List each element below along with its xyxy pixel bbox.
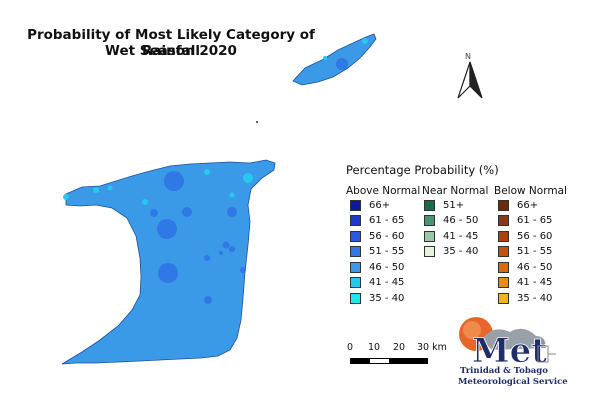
trinidad-cell bbox=[158, 263, 178, 283]
legend-header-below: Below Normal bbox=[494, 185, 567, 197]
legend-item-below-normal: 61 - 65 bbox=[498, 215, 552, 227]
map-title: Probability of Most Likely Category of R… bbox=[27, 27, 315, 59]
legend-item-above-normal: 41 - 45 bbox=[350, 277, 404, 289]
legend-swatch bbox=[350, 261, 361, 273]
legend-item-near-normal: 51+ bbox=[424, 199, 464, 211]
map-subtitle: Wet Season 2020 bbox=[105, 43, 237, 59]
trinidad-cell bbox=[219, 251, 223, 255]
legend-header-near: Near Normal bbox=[422, 185, 489, 197]
legend-item-above-normal: 46 - 50 bbox=[350, 261, 404, 273]
trinidad-cell bbox=[229, 192, 235, 198]
tobago-cell bbox=[362, 38, 368, 44]
legend-label: 46 - 50 bbox=[369, 261, 405, 273]
legend-label: 35 - 40 bbox=[369, 292, 405, 304]
legend-swatch bbox=[498, 199, 509, 211]
legend-swatch bbox=[498, 277, 509, 288]
legend-header-above: Above Normal bbox=[346, 185, 421, 197]
legend-label: 56 - 60 bbox=[369, 230, 405, 242]
trinidad-cell bbox=[229, 246, 235, 252]
legend-item-below-normal: 41 - 45 bbox=[498, 277, 552, 289]
trinidad-cell bbox=[63, 194, 69, 200]
trinidad-cell bbox=[243, 173, 253, 183]
scale-tick: 20 bbox=[393, 342, 406, 353]
legend-item-above-normal: 56 - 60 bbox=[350, 230, 404, 242]
legend-item-above-normal: 61 - 65 bbox=[350, 215, 404, 227]
legend-label: 51 - 55 bbox=[517, 246, 553, 257]
tobago-cell bbox=[336, 58, 348, 70]
legend-item-below-normal: 46 - 50 bbox=[498, 261, 552, 273]
trinidad-cell bbox=[93, 187, 99, 193]
legend-label: 56 - 60 bbox=[517, 230, 553, 242]
legend-swatch bbox=[350, 246, 361, 257]
legend-swatch bbox=[424, 199, 435, 211]
legend-swatch bbox=[350, 292, 361, 304]
trinidad-cell bbox=[164, 171, 184, 191]
legend-swatch bbox=[350, 230, 361, 242]
legend-label: 46 - 50 bbox=[443, 215, 479, 226]
legend-label: 51+ bbox=[443, 199, 465, 211]
legend-label: 66+ bbox=[517, 199, 539, 211]
legend-label: 51 - 55 bbox=[369, 246, 405, 257]
trinidad-cell bbox=[222, 241, 230, 249]
legend-item-below-normal: 66+ bbox=[498, 199, 538, 211]
legend-swatch bbox=[424, 230, 435, 242]
legend-label: 35 - 40 bbox=[517, 292, 553, 304]
legend-label: 61 - 65 bbox=[517, 215, 553, 226]
trinidad-island bbox=[61, 159, 276, 365]
legend-item-near-normal: 41 - 45 bbox=[424, 230, 478, 242]
legend-swatch bbox=[424, 215, 435, 226]
legend-item-below-normal: 56 - 60 bbox=[498, 230, 552, 242]
north-arrow-icon bbox=[457, 61, 483, 99]
scale-tick: 10 bbox=[368, 342, 381, 353]
legend-label: 66+ bbox=[369, 199, 391, 211]
north-label: N bbox=[465, 52, 471, 61]
trinidad-cell bbox=[107, 185, 113, 191]
logo-caption-line2: Meteorological Service bbox=[458, 377, 568, 387]
legend-swatch bbox=[498, 292, 509, 304]
trinidad-cell bbox=[157, 219, 177, 239]
trinidad-cell bbox=[227, 207, 237, 217]
legend-item-near-normal: 35 - 40 bbox=[424, 246, 478, 258]
svg-text:Met: Met bbox=[472, 331, 547, 371]
legend-title: Percentage Probability (%) bbox=[346, 163, 499, 177]
legend-item-near-normal: 46 - 50 bbox=[424, 215, 478, 227]
scale-tick: 30 km bbox=[417, 342, 447, 353]
legend-swatch bbox=[350, 277, 361, 288]
legend-label: 41 - 45 bbox=[443, 230, 479, 242]
legend-label: 46 - 50 bbox=[517, 261, 553, 273]
legend-item-above-normal: 66+ bbox=[350, 199, 390, 211]
trinidad-cell bbox=[240, 267, 246, 273]
trinidad-cell bbox=[204, 255, 210, 261]
trinidad-cell bbox=[142, 199, 148, 205]
legend-swatch bbox=[498, 215, 509, 226]
legend-item-below-normal: 35 - 40 bbox=[498, 292, 552, 304]
trinidad-cell bbox=[182, 207, 192, 217]
legend-swatch bbox=[350, 215, 361, 226]
tobago-cell bbox=[323, 56, 327, 60]
legend-item-above-normal: 35 - 40 bbox=[350, 292, 404, 304]
legend-swatch bbox=[424, 246, 435, 257]
legend-label: 35 - 40 bbox=[443, 246, 479, 257]
legend-swatch bbox=[498, 246, 509, 257]
legend-swatch bbox=[350, 199, 361, 211]
trinidad-cell bbox=[204, 169, 210, 175]
legend-swatch bbox=[498, 261, 509, 273]
legend-label: 41 - 45 bbox=[517, 277, 553, 288]
met-service-logo: Met bbox=[459, 317, 556, 371]
legend-swatch bbox=[498, 230, 509, 242]
scale-bar bbox=[350, 358, 428, 364]
trinidad-cell bbox=[204, 296, 212, 304]
legend-label: 61 - 65 bbox=[369, 215, 405, 226]
legend-item-below-normal: 51 - 55 bbox=[498, 246, 552, 258]
legend-item-above-normal: 51 - 55 bbox=[350, 246, 404, 258]
islet bbox=[256, 121, 258, 123]
legend-label: 41 - 45 bbox=[369, 277, 405, 288]
tobago-island bbox=[292, 33, 377, 86]
logo-caption-line1: Trinidad & Tobago bbox=[460, 366, 548, 376]
trinidad-cell bbox=[150, 209, 158, 217]
scale-tick: 0 bbox=[347, 342, 354, 353]
